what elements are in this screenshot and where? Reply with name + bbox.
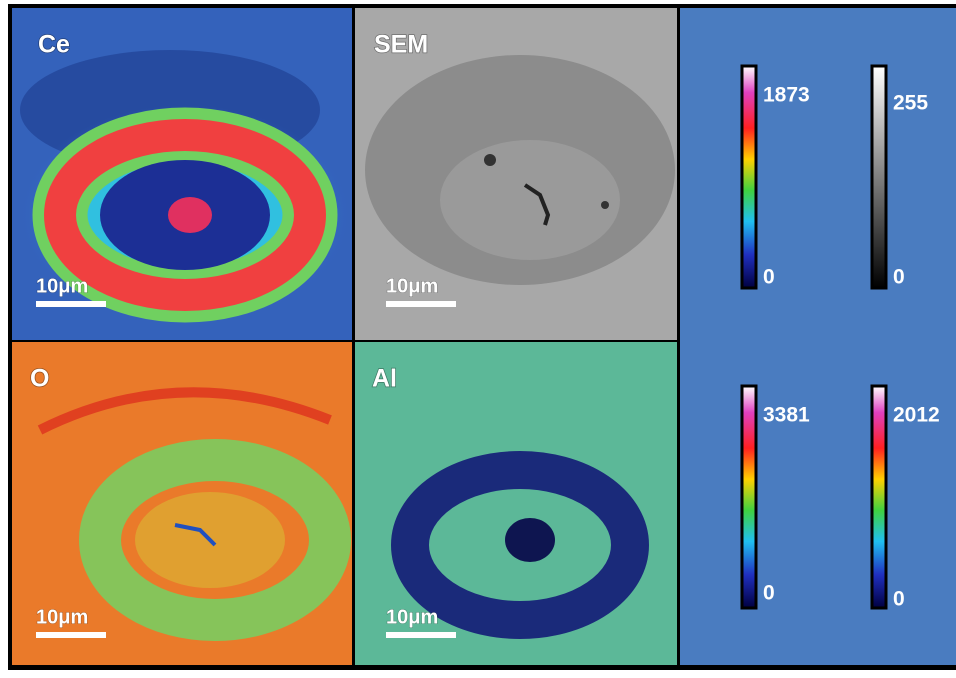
colorbar bbox=[870, 384, 888, 610]
colorbar-max: 255 bbox=[893, 92, 928, 115]
colorbar-max: 2012 bbox=[893, 404, 940, 427]
scale-label: 10μm bbox=[36, 606, 88, 628]
colorbar-max: 1873 bbox=[763, 84, 810, 107]
scale-bar: 10μm 10μm 10μm 10μm bbox=[36, 275, 456, 638]
panel-label: SEM bbox=[374, 31, 428, 59]
sem-image bbox=[355, 8, 677, 340]
o-map bbox=[12, 342, 352, 665]
colorbar bbox=[740, 64, 758, 290]
scale-label: 10μm bbox=[386, 606, 438, 628]
colorbar-max: 3381 bbox=[763, 404, 810, 427]
colorbar-min: 0 bbox=[763, 266, 775, 289]
colorbar-min: 0 bbox=[763, 582, 775, 605]
scale-label: 10μm bbox=[386, 275, 438, 297]
colorbar-min: 0 bbox=[893, 588, 905, 611]
panel-label: O bbox=[30, 365, 49, 393]
panel-label: Al bbox=[372, 365, 397, 393]
colorbar-area bbox=[680, 8, 956, 665]
scale-label: 10μm bbox=[36, 275, 88, 297]
panel-label: Ce bbox=[38, 31, 70, 59]
colorbar bbox=[870, 64, 888, 290]
ce-map bbox=[12, 8, 352, 340]
colorbar-min: 0 bbox=[893, 266, 905, 289]
colorbar bbox=[740, 384, 758, 610]
al-map bbox=[355, 342, 677, 665]
